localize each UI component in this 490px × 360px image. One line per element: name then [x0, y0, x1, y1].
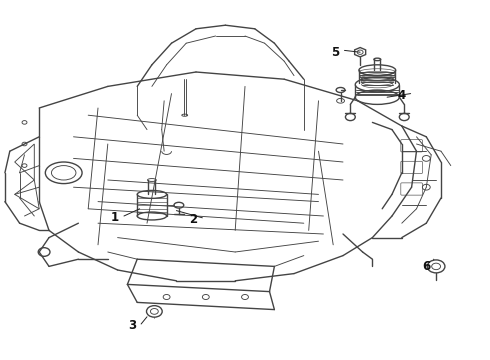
Text: 6: 6 [422, 260, 430, 273]
Text: 2: 2 [190, 213, 197, 226]
Circle shape [147, 306, 162, 317]
Text: 3: 3 [128, 319, 136, 332]
Polygon shape [355, 48, 366, 57]
Text: 4: 4 [398, 89, 406, 102]
Text: 5: 5 [332, 46, 340, 59]
Text: 1: 1 [111, 211, 119, 224]
Circle shape [427, 260, 445, 273]
